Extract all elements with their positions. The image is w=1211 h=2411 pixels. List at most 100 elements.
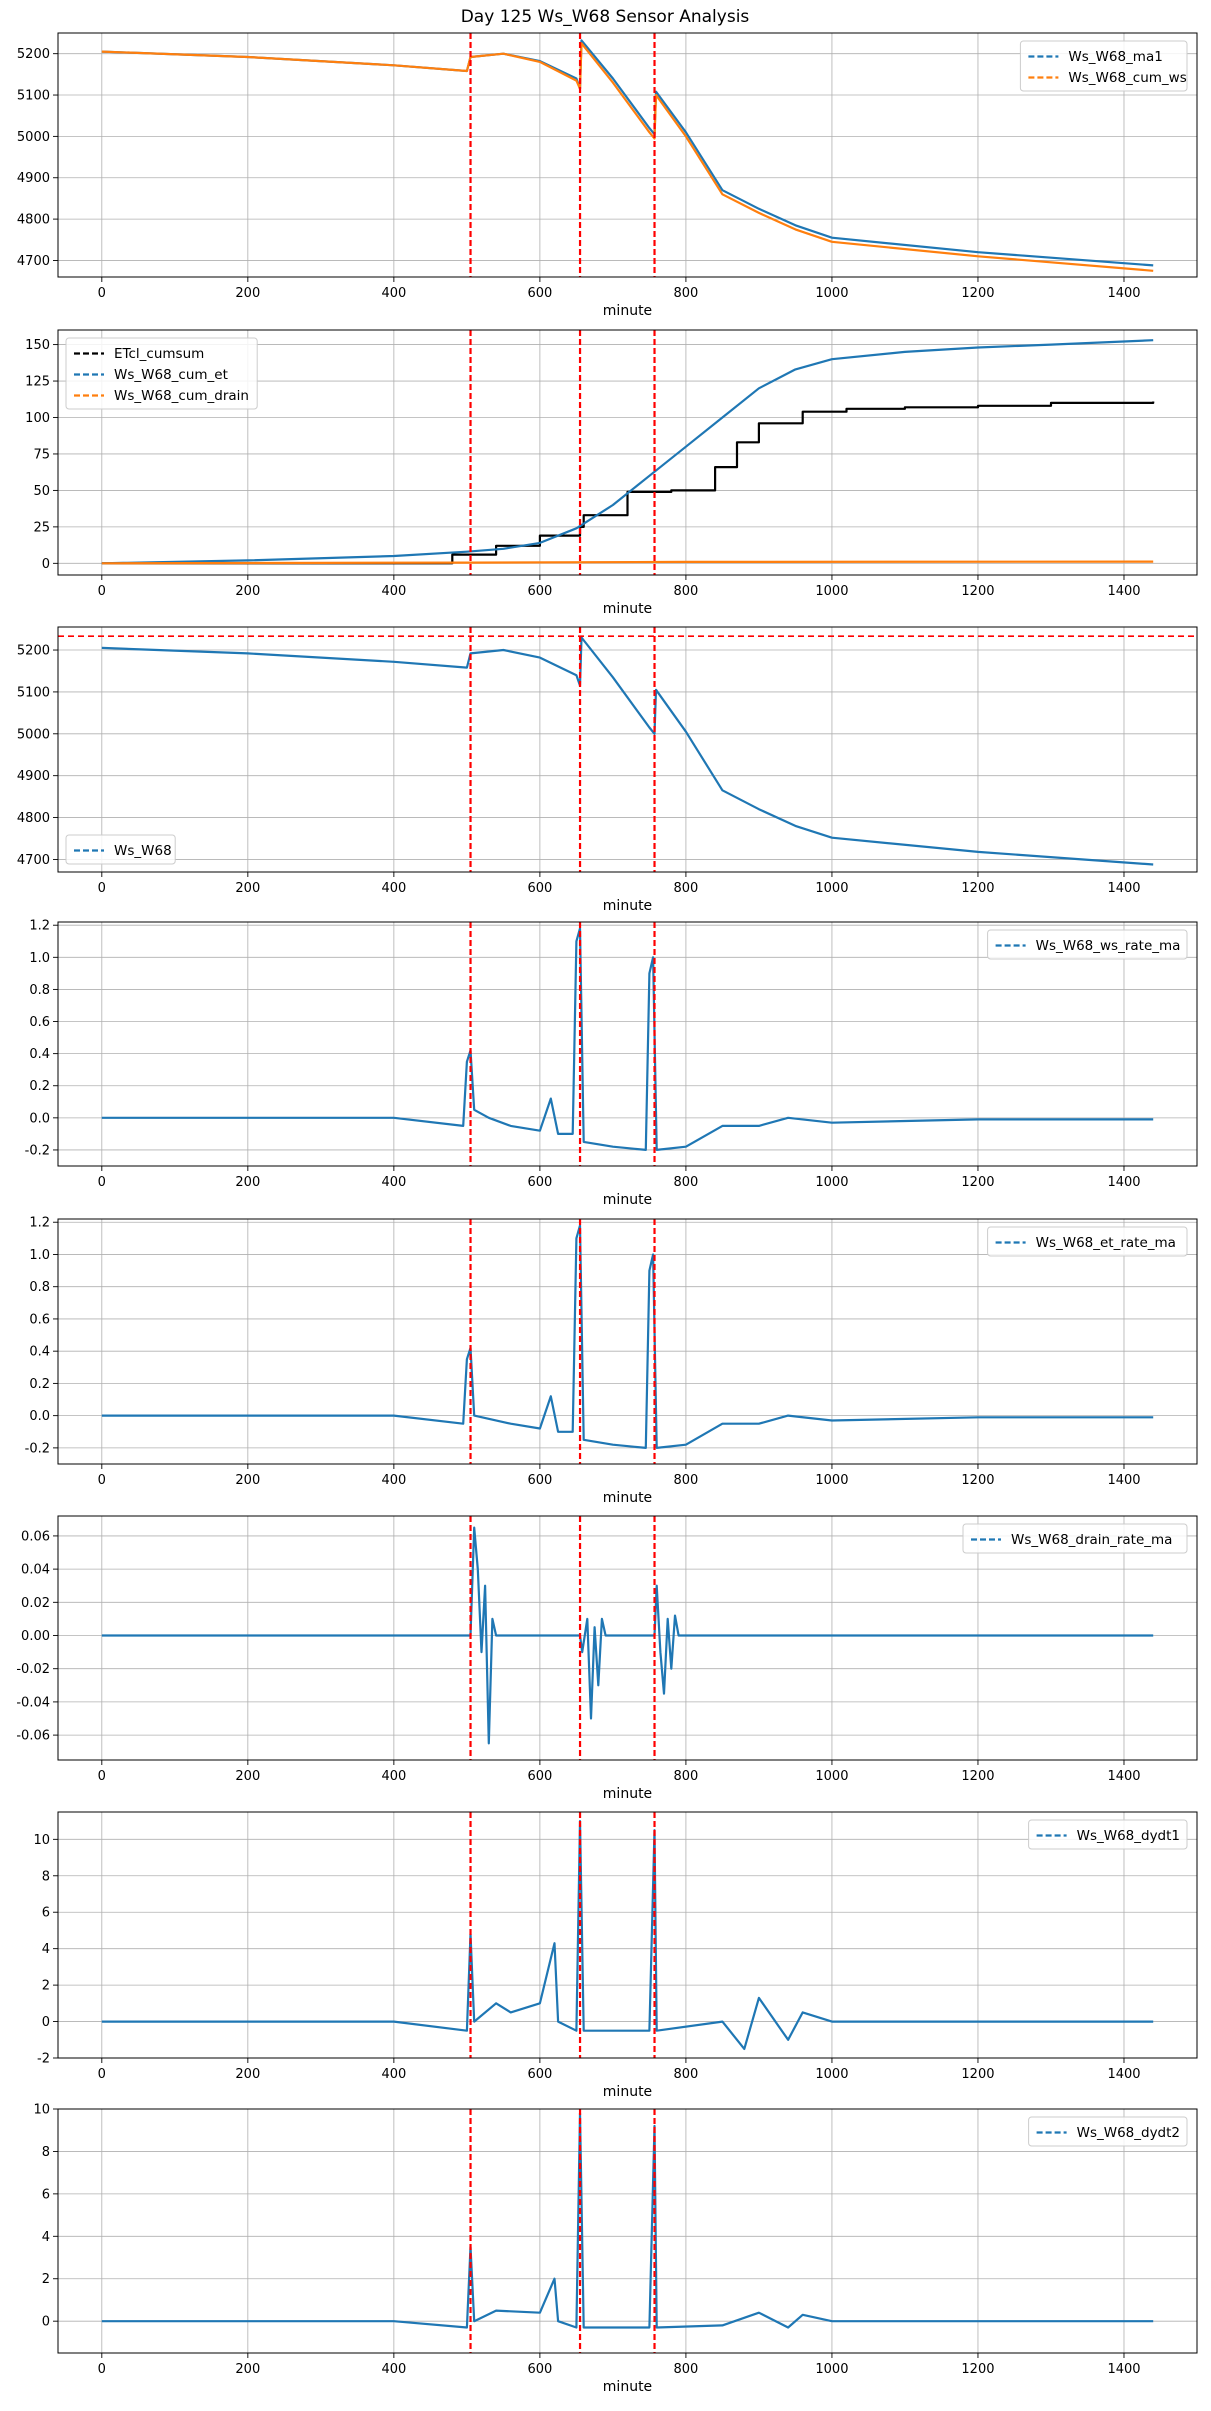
y-tick-label: 0.8 <box>29 1280 50 1295</box>
y-tick-label: 4800 <box>17 213 50 228</box>
x-tick-label: 0 <box>98 1473 106 1488</box>
chart-panel-1: 0 200 400 600 800 1000 1200 1400 4700 4800 4900 500… <box>17 32 1198 319</box>
series-line-Ws_W68_cum_et <box>101 339 1154 565</box>
y-tick-label: 25 <box>33 520 50 535</box>
x-tick-label: 1200 <box>961 2362 994 2377</box>
y-tick-label: 0.0 <box>29 1409 50 1424</box>
x-tick-label: 200 <box>235 1175 260 1190</box>
legend-box <box>65 337 258 410</box>
legend-box <box>987 1226 1188 1257</box>
legend: Ws_W68_et_rate_ma <box>987 1226 1188 1257</box>
x-tick-label: 1000 <box>815 286 848 301</box>
x-axis-label: minute <box>603 601 652 617</box>
series-line-Ws_W68_cum_ws <box>101 42 1154 272</box>
legend: Ws_W68_ws_rate_ma <box>987 929 1188 960</box>
y-tick-label: 4800 <box>17 811 50 826</box>
y-tick-label: 4 <box>42 2230 50 2245</box>
y-tick-label: 5200 <box>17 47 50 62</box>
x-tick-label: 800 <box>673 2362 698 2377</box>
x-tick-label: 1400 <box>1107 1473 1140 1488</box>
x-tick-label: 1200 <box>961 584 994 599</box>
y-tick-label: 6 <box>42 2187 50 2202</box>
y-tick-label: 4 <box>42 1942 50 1957</box>
x-tick-label: 1000 <box>815 584 848 599</box>
y-tick-label: 10 <box>33 1833 50 1848</box>
x-tick-label: 200 <box>235 1769 260 1784</box>
x-tick-label: 800 <box>673 881 698 896</box>
series-line-Ws_W68_cum_drain <box>101 560 1154 565</box>
y-tick-label: -0.2 <box>25 1143 50 1158</box>
x-tick-label: 1400 <box>1107 584 1140 599</box>
series-line-Ws_W68_ws_rate_ma <box>101 927 1154 1151</box>
y-tick-label: 0.04 <box>21 1563 50 1578</box>
y-tick-label: 8 <box>42 1869 50 1884</box>
y-tick-label: 5100 <box>17 685 50 700</box>
x-tick-label: 600 <box>527 286 552 301</box>
x-tick-label: 1400 <box>1107 1175 1140 1190</box>
legend-box <box>987 929 1188 960</box>
y-tick-label: 1.2 <box>29 919 50 934</box>
series-line-Ws_W68_ma1 <box>101 39 1154 267</box>
x-tick-label: 0 <box>98 2362 106 2377</box>
x-tick-label: 1400 <box>1107 2067 1140 2082</box>
x-tick-label: 600 <box>527 1769 552 1784</box>
x-axis-label: minute <box>603 1490 652 1506</box>
legend-label: Ws_W68_ws_rate_ma <box>1036 938 1181 954</box>
y-tick-label: -0.06 <box>16 1729 50 1744</box>
y-tick-label: 6 <box>42 1906 50 1921</box>
legend: Ws_W68_dydt1 <box>1028 1819 1188 1850</box>
y-tick-label: 5000 <box>17 130 50 145</box>
x-tick-label: 400 <box>381 1175 406 1190</box>
axes-frame <box>57 1515 1198 1761</box>
y-tick-label: 0 <box>42 2015 50 2030</box>
legend-label: Ws_W68_ma1 <box>1068 49 1162 65</box>
chart-panel-8: 0 200 400 600 800 1000 1200 1400 0 2 4 6 8 10 minute Ws… <box>33 2103 1198 2395</box>
legend: Ws_W68_dydt2 <box>1028 2116 1188 2147</box>
legend-label: ETcl_cumsum <box>114 346 204 362</box>
figure-title: Day 125 Ws_W68 Sensor Analysis <box>461 7 750 27</box>
x-axis-label: minute <box>603 2084 652 2100</box>
chart-panel-5: 0 200 400 600 800 1000 1200 1400 -0.2 0.0 0.2 0.4 0.… <box>25 1216 1198 1506</box>
y-tick-label: 0.4 <box>29 1047 50 1062</box>
x-tick-label: 200 <box>235 2067 260 2082</box>
y-tick-label: -0.04 <box>16 1695 50 1710</box>
axes-frame <box>57 921 1198 1167</box>
x-tick-label: 400 <box>381 881 406 896</box>
axes-frame <box>57 2108 1198 2354</box>
legend-box <box>1019 40 1188 92</box>
x-axis-label: minute <box>603 1192 652 1208</box>
axes-frame <box>57 32 1198 278</box>
y-tick-label: 0.2 <box>29 1079 50 1094</box>
legend: Ws_W68 <box>65 834 176 865</box>
x-tick-label: 1000 <box>815 1473 848 1488</box>
legend: Ws_W68_ma1 Ws_W68_cum_ws <box>1019 40 1188 92</box>
y-tick-label: 5000 <box>17 727 50 742</box>
x-tick-label: 800 <box>673 1473 698 1488</box>
y-tick-label: 4900 <box>17 171 50 186</box>
chart-panel-4: 0 200 400 600 800 1000 1200 1400 -0.2 0.0 0.2 0.4 0.… <box>25 919 1198 1208</box>
y-tick-label: 1.2 <box>29 1216 50 1231</box>
x-tick-label: 0 <box>98 881 106 896</box>
y-tick-label: 1.0 <box>29 951 50 966</box>
y-tick-label: -0.02 <box>16 1662 50 1677</box>
x-tick-label: 400 <box>381 2362 406 2377</box>
axes-frame <box>57 626 1198 873</box>
y-tick-label: 2 <box>42 1979 50 1994</box>
x-tick-label: 600 <box>527 2362 552 2377</box>
x-axis-label: minute <box>603 2379 652 2395</box>
x-tick-label: 1400 <box>1107 1769 1140 1784</box>
axes-frame <box>57 1218 1198 1465</box>
y-tick-label: 0.06 <box>21 1529 50 1544</box>
x-tick-label: 1400 <box>1107 2362 1140 2377</box>
legend-label: Ws_W68_dydt1 <box>1077 1828 1180 1844</box>
y-tick-label: 0.4 <box>29 1345 50 1360</box>
y-tick-label: 5100 <box>17 89 50 104</box>
x-tick-label: 0 <box>98 1769 106 1784</box>
legend-box <box>1028 2116 1188 2147</box>
x-tick-label: 400 <box>381 1769 406 1784</box>
x-tick-label: 1000 <box>815 1769 848 1784</box>
chart-panel-3: 0 200 400 600 800 1000 1200 1400 4700 4800 4900 500… <box>17 626 1198 914</box>
y-tick-label: 5200 <box>17 644 50 659</box>
legend: ETcl_cumsum Ws_W68_cum_et Ws_W68_cum_drain <box>65 337 258 410</box>
